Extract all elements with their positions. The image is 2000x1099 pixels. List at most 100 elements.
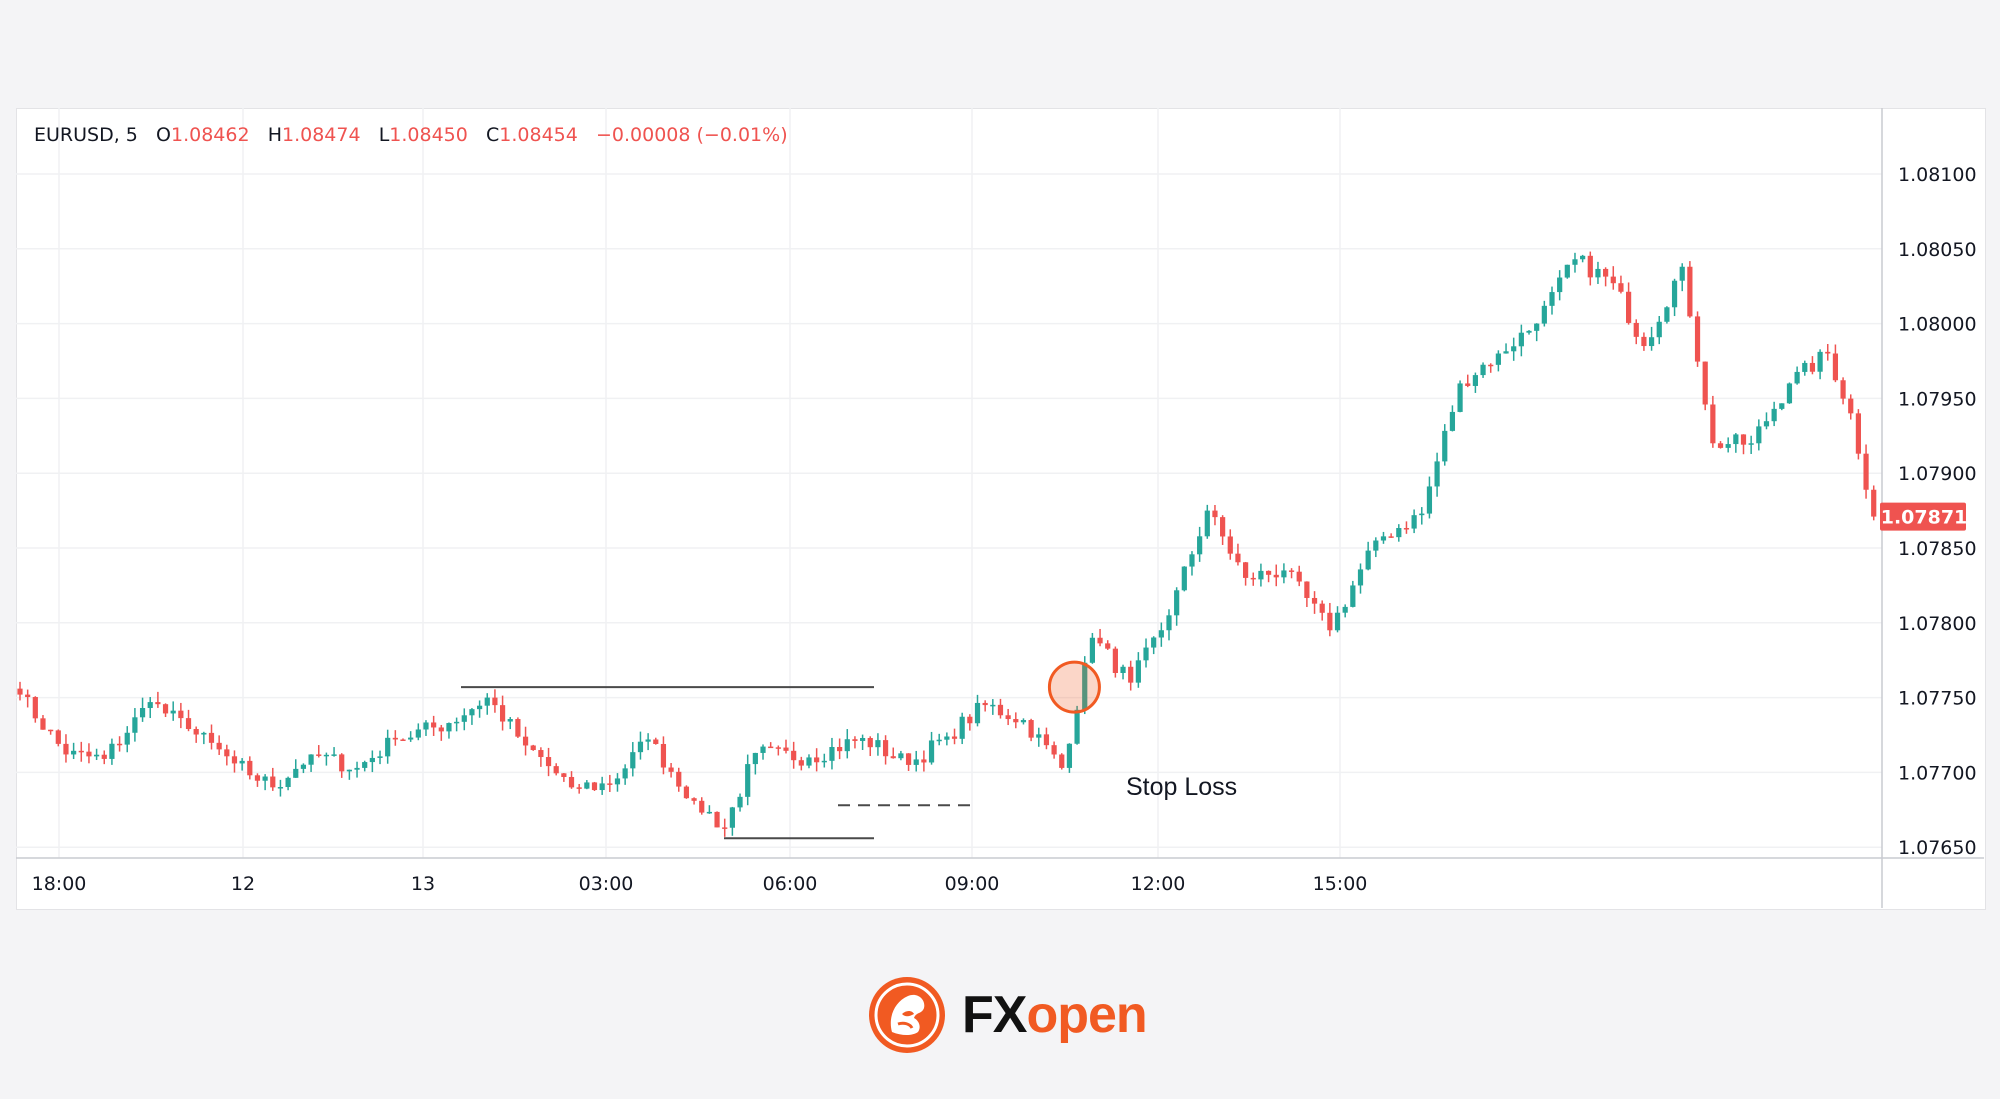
candle-body — [706, 811, 712, 814]
candle-body — [231, 756, 238, 764]
candle-body — [1779, 403, 1785, 409]
candle-body — [637, 741, 644, 753]
candle-body — [331, 754, 337, 756]
candle-body — [1166, 615, 1172, 631]
candle-body — [277, 787, 284, 789]
candle-body — [139, 708, 146, 718]
candle-body — [25, 694, 31, 698]
candle-body — [653, 739, 659, 744]
candle-body — [791, 750, 797, 761]
candle-body — [951, 736, 958, 739]
candle-body — [1541, 305, 1547, 324]
logo-fx: FX — [962, 986, 1027, 1044]
candle-body — [814, 757, 820, 763]
candle-body — [94, 754, 100, 757]
candle-body — [224, 749, 230, 757]
candle-body — [1128, 666, 1134, 683]
candle-body — [499, 705, 506, 722]
candle-body — [1702, 361, 1708, 405]
candle-body — [545, 757, 552, 767]
candle-body — [78, 750, 84, 753]
candle-body — [1097, 637, 1103, 644]
candle-body — [109, 743, 115, 759]
candle-body — [1710, 404, 1716, 444]
candle-body — [132, 717, 138, 733]
candle-body — [1434, 461, 1440, 487]
candle-body — [1120, 666, 1126, 673]
candle-body — [568, 776, 575, 788]
candle-body — [1740, 434, 1747, 445]
candle-body — [1082, 662, 1088, 710]
candle-body — [775, 747, 781, 749]
candle-body — [454, 721, 460, 724]
candle-body — [1403, 528, 1410, 530]
candle-body — [201, 732, 207, 735]
candle-body — [1564, 264, 1570, 278]
candle-body — [1825, 351, 1831, 354]
fxopen-logo: FXopen — [866, 970, 1148, 1060]
candle-body — [339, 754, 345, 772]
close-label: C — [485, 124, 500, 146]
candle-body — [806, 757, 812, 766]
candle-body — [683, 786, 690, 799]
candle-body — [522, 736, 529, 746]
candle-body — [1763, 421, 1770, 427]
candle-body — [408, 737, 414, 740]
candle-body — [385, 737, 391, 757]
price-chart[interactable]: 1.08100 1.08050 1.08000 1.07950 1.07900 1.078… — [16, 108, 1984, 908]
low-value: 1.08450 — [389, 124, 468, 146]
candle-body — [392, 737, 398, 740]
candle-body — [1005, 715, 1011, 720]
last-price-tag — [1880, 502, 1966, 531]
candle-body — [1066, 743, 1073, 768]
candle-body — [1679, 266, 1685, 281]
price-axis[interactable]: 1.08100 1.08050 1.08000 1.07950 1.07900 1.078… — [1880, 108, 1977, 908]
price-tick-label: 1.07700 — [1898, 762, 1977, 784]
candle-body — [1572, 259, 1578, 265]
candle-body — [1618, 283, 1624, 292]
time-tick-label: 09:00 — [945, 873, 1000, 895]
candle-body — [1603, 268, 1609, 277]
candle-body — [1105, 643, 1111, 649]
candle-body — [768, 746, 774, 749]
change-value: −0.00008 (−0.01%) — [595, 124, 788, 146]
candle-body — [714, 811, 720, 828]
candle-body — [208, 732, 215, 743]
candle-body — [1534, 323, 1540, 331]
candle-body — [1273, 574, 1279, 578]
price-tick-label: 1.07650 — [1898, 837, 1977, 859]
candle-body — [1756, 426, 1762, 444]
candle-body — [1725, 444, 1731, 448]
time-axis[interactable]: 18:00 12 13 03:00 06:00 09:00 12:00 15:00 — [16, 857, 1984, 895]
candle-body — [369, 757, 375, 763]
candle-body — [829, 747, 835, 761]
candle-body — [1549, 292, 1555, 306]
candle-body — [1633, 322, 1639, 337]
candle-body — [821, 760, 827, 763]
candle-body — [185, 718, 192, 730]
candle-body — [990, 704, 996, 707]
candle-body — [837, 747, 843, 752]
candle-body — [1235, 553, 1241, 563]
candle-body — [155, 702, 161, 705]
candle-body — [614, 778, 621, 785]
price-tick-label: 1.07950 — [1898, 388, 1977, 410]
candle-body — [1580, 255, 1586, 260]
candle-body — [882, 740, 889, 757]
candle-body — [928, 740, 935, 763]
candle-body — [852, 739, 858, 741]
logo-wordmark: FXopen — [962, 985, 1148, 1045]
candle-body — [1664, 307, 1670, 322]
candle-body — [1357, 569, 1364, 586]
candle-body — [17, 688, 23, 695]
candle-body — [591, 782, 598, 791]
candle-body — [1495, 353, 1501, 365]
candle-body — [760, 746, 766, 753]
candle-body — [1388, 536, 1394, 538]
candle-body — [1733, 434, 1739, 445]
candle-body — [1871, 489, 1877, 517]
candle-body — [944, 736, 950, 740]
logo-open: open — [1026, 986, 1147, 1044]
candle-body — [484, 697, 490, 706]
candle-body — [1817, 351, 1823, 372]
